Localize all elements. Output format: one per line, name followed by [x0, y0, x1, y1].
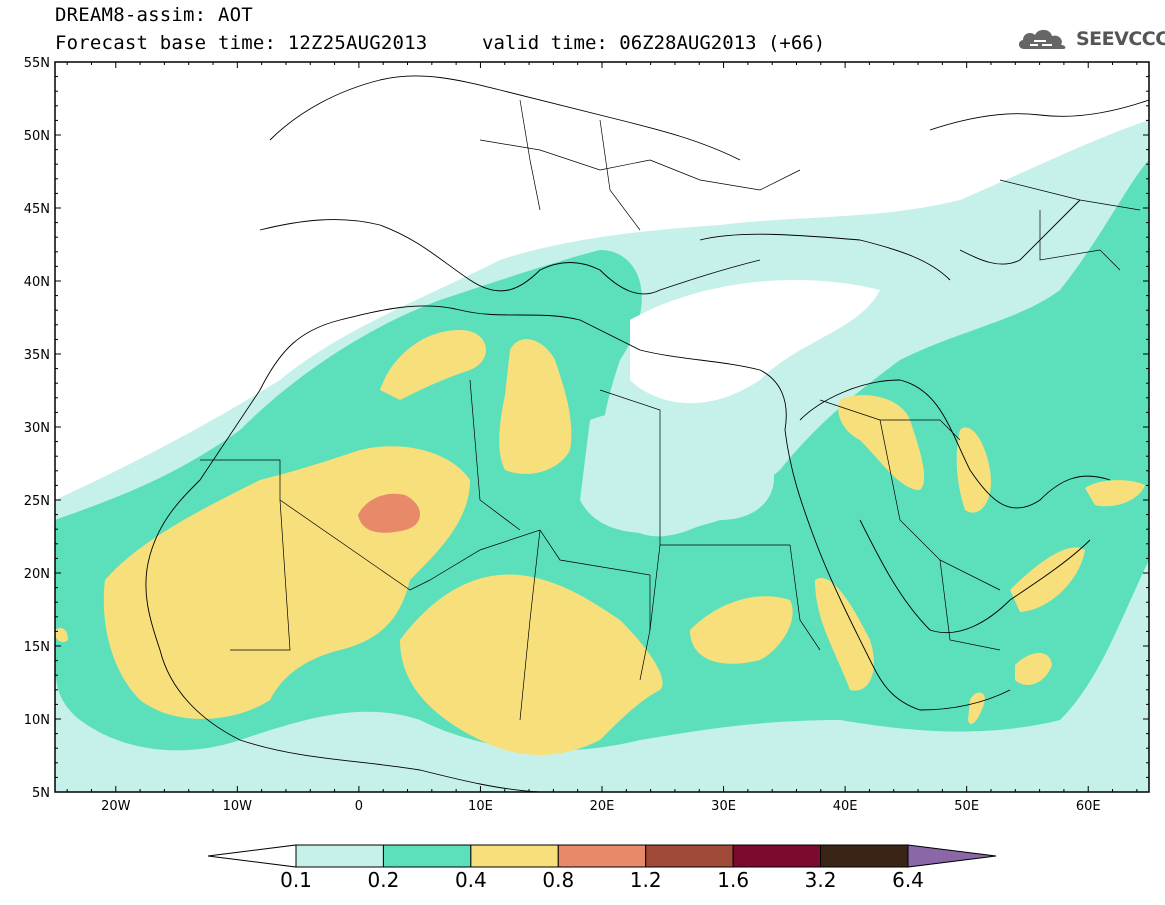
- lat-label: 45N: [24, 202, 50, 217]
- axis-ticks: [55, 61, 1149, 793]
- lat-label: 40N: [24, 275, 50, 290]
- lat-label: 15N: [24, 640, 50, 655]
- lon-label: 20W: [101, 799, 131, 814]
- aot-contour-0.4-sudan: [690, 596, 793, 664]
- lat-label: 50N: [24, 129, 50, 144]
- colorbar-label: 1.6: [717, 868, 750, 892]
- colorbar-label: 3.2: [804, 868, 837, 892]
- colorbar-segment: [820, 844, 909, 868]
- lat-label: 5N: [32, 786, 50, 801]
- lat-label: 55N: [24, 56, 50, 71]
- colorbar-segment: [295, 844, 384, 868]
- colorbar-label: 0.2: [367, 868, 400, 892]
- map-title: DREAM8-assim: AOT: [55, 4, 253, 26]
- colorbar-segment: [557, 844, 647, 868]
- aot-contour-0.4-arabia: [838, 395, 925, 490]
- coastlines: [145, 75, 1149, 792]
- aot-contour-0.8: [358, 493, 420, 533]
- colorbar-label: 0.1: [280, 868, 312, 892]
- latitude-labels: 55N 50N 45N 40N 35N 30N 25N 20N 15N 10N 5N: [24, 56, 50, 801]
- lon-label: 20E: [590, 799, 615, 814]
- logo-text: SEEVCCC: [1076, 28, 1165, 50]
- lat-label: 35N: [24, 348, 50, 363]
- colorbar-arrow-high: [907, 844, 997, 868]
- lon-label: 0: [355, 799, 363, 814]
- cloud-icon: [1018, 29, 1066, 49]
- lon-label: 50E: [954, 799, 979, 814]
- lon-label: 10W: [223, 799, 253, 814]
- colorbar-segment: [470, 844, 559, 868]
- aot-contour-0.4-tunisia: [380, 330, 487, 400]
- colorbar-segment: [645, 844, 734, 868]
- longitude-labels: 20W 10W 0 10E 20E 30E 40E 50E 60E: [101, 799, 1101, 814]
- colorbar-segment: [732, 844, 822, 868]
- aot-contour-0.4-libya: [499, 339, 572, 474]
- colorbar-arrow-low: [207, 844, 297, 868]
- lat-label: 20N: [24, 567, 50, 582]
- lat-label: 10N: [24, 713, 50, 728]
- aot-contour-0.4-chad: [400, 574, 663, 755]
- country-borders: [200, 99, 1141, 721]
- aot-field: [55, 62, 1149, 792]
- lon-label: 60E: [1076, 799, 1101, 814]
- colorbar-label: 1.2: [629, 868, 662, 892]
- lat-label: 25N: [24, 494, 50, 509]
- colorbar: [207, 844, 997, 868]
- seevccc-logo: SEEVCCC: [1016, 24, 1165, 54]
- colorbar-label: 0.8: [542, 868, 575, 892]
- valid-time: valid time: 06Z28AUG2013 (+66): [482, 32, 826, 54]
- lat-label: 30N: [24, 421, 50, 436]
- colorbar-label: 6.4: [892, 868, 924, 892]
- forecast-base-time: Forecast base time: 12Z25AUG2013: [55, 32, 428, 54]
- lon-label: 30E: [711, 799, 736, 814]
- lon-label: 10E: [468, 799, 493, 814]
- colorbar-segment: [382, 844, 472, 868]
- colorbar-label: 0.4: [454, 868, 487, 892]
- lon-label: 40E: [833, 799, 858, 814]
